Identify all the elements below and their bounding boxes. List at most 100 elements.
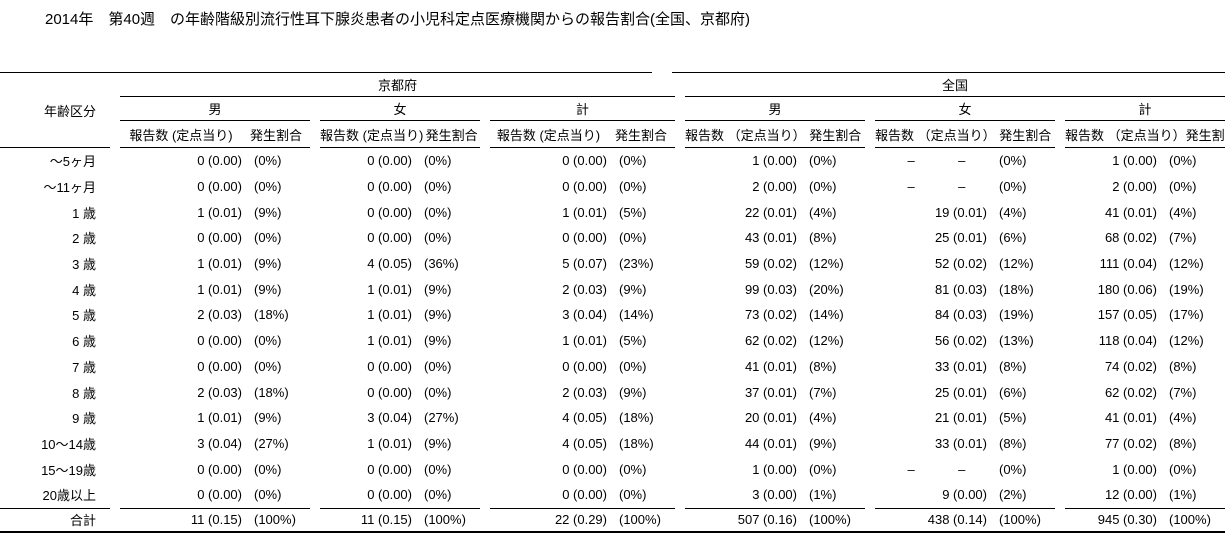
data-cell-kyoto-female: 4 (0.05) (36%): [320, 251, 480, 277]
table-row: 2 歳 0 (0.00) (0%) 0 (0.00) (0%) 0 (0.00)…: [0, 225, 1225, 251]
ratio-value: (9%): [619, 384, 647, 400]
count-value: 1 (0.01): [367, 333, 412, 349]
ratio-value: (4%): [1169, 410, 1197, 426]
count-value: 111 (0.04): [1099, 256, 1157, 272]
data-cell-national-female: 84 (0.03) (19%): [875, 302, 1055, 328]
table-row: 7 歳 0 (0.00) (0%) 0 (0.00) (0%) 0 (0.00)…: [0, 354, 1225, 380]
ratio-value: (0%): [999, 179, 1027, 195]
data-cell-kyoto-total: 0 (0.00) (0%): [490, 354, 675, 380]
table-body: ～5ヶ月 0 (0.00) (0%) 0 (0.00) (0%) 0 (0.00…: [0, 148, 1225, 508]
age-label: 15～19歳: [41, 462, 96, 478]
data-cell-national-total: 62 (0.02) (7%): [1065, 379, 1225, 405]
age-label: ～11ヶ月: [43, 180, 97, 196]
subheader-group: 報告数 （定点当り） 発生割合: [685, 121, 865, 148]
ratio-value: (0%): [809, 153, 837, 169]
count-value: 0 (0.00): [197, 461, 242, 477]
ratio-value: (100%): [1169, 512, 1211, 528]
ratio-value: (12%): [809, 256, 844, 272]
ratio-value: (0%): [809, 179, 837, 195]
subheader-group: 報告数 （定点当り） 発生割合: [875, 121, 1055, 148]
total-cell-national-male: 507 (0.16) (100%): [685, 507, 865, 531]
ratio-value: (18%): [999, 281, 1034, 297]
age-label: 10～14歳: [41, 436, 96, 452]
ratio-value: (0%): [254, 179, 282, 195]
ratio-value: (12%): [1169, 333, 1204, 349]
data-cell-kyoto-male: 0 (0.00) (0%): [120, 225, 310, 251]
data-cell-kyoto-male: 0 (0.00) (0%): [120, 328, 310, 354]
ratio-value: (9%): [424, 435, 452, 451]
data-cell-kyoto-male: 3 (0.04) (27%): [120, 431, 310, 457]
data-cell-national-male: 62 (0.02) (12%): [685, 328, 865, 354]
data-cell-national-male: 44 (0.01) (9%): [685, 431, 865, 457]
data-cell-kyoto-total: 0 (0.00) (0%): [490, 148, 675, 174]
table-row: 10～14歳 3 (0.04) (27%) 1 (0.01) (9%) 4 (0…: [0, 431, 1225, 457]
count-value: 33 (0.01): [934, 358, 987, 374]
data-cell-kyoto-female: 0 (0.00) (0%): [320, 174, 480, 200]
count-value: 81 (0.03): [934, 281, 987, 297]
region-header-national: 全国: [685, 73, 1225, 97]
data-cell-kyoto-male: 0 (0.00) (0%): [120, 354, 310, 380]
data-cell-national-total: 41 (0.01) (4%): [1065, 199, 1225, 225]
data-cell-kyoto-total: 5 (0.07) (23%): [490, 251, 675, 277]
count-value: – –: [907, 179, 987, 195]
table-row: 1 歳 1 (0.01) (9%) 0 (0.00) (0%) 1 (0.01)…: [0, 199, 1225, 225]
table-row: 4 歳 1 (0.01) (9%) 1 (0.01) (9%) 2 (0.03)…: [0, 276, 1225, 302]
ratio-value: (7%): [809, 384, 837, 400]
ratio-value: (0%): [254, 333, 282, 349]
data-cell-kyoto-male: 1 (0.01) (9%): [120, 276, 310, 302]
ratio-value: (0%): [254, 487, 282, 503]
count-value: 0 (0.00): [367, 230, 412, 246]
data-cell-kyoto-total: 2 (0.03) (9%): [490, 276, 675, 302]
ratio-value: (14%): [809, 307, 844, 323]
count-value: 1 (0.00): [1112, 153, 1157, 169]
data-cell-national-male: 41 (0.01) (8%): [685, 354, 865, 380]
data-cell-national-total: 157 (0.05) (17%): [1065, 302, 1225, 328]
data-cell-national-male: 43 (0.01) (8%): [685, 225, 865, 251]
ratio-value: (0%): [424, 204, 452, 220]
count-value: 1 (0.00): [752, 461, 797, 477]
data-cell-national-male: 22 (0.01) (4%): [685, 199, 865, 225]
count-value: 9 (0.00): [942, 487, 987, 503]
ratio-value: (0%): [424, 153, 452, 169]
data-cell-national-female: 9 (0.00) (2%): [875, 482, 1055, 508]
count-value: 1 (0.01): [367, 307, 412, 323]
ratio-value: (18%): [254, 307, 289, 323]
gender-header-kyoto-total: 計: [490, 97, 675, 121]
data-cell-kyoto-total: 0 (0.00) (0%): [490, 456, 675, 482]
count-header: 報告数 (定点当り): [320, 127, 424, 143]
ratio-value: (36%): [424, 256, 459, 272]
total-cell-national-female: 438 (0.14) (100%): [875, 507, 1055, 531]
ratio-value: (9%): [254, 281, 282, 297]
count-header: 報告数 （定点当り）: [685, 127, 806, 143]
count-value: 59 (0.02): [744, 256, 797, 272]
count-value: 74 (0.02): [1104, 358, 1157, 374]
count-value: 1 (0.01): [197, 204, 242, 220]
table-row: 20歳以上 0 (0.00) (0%) 0 (0.00) (0%) 0 (0.0…: [0, 482, 1225, 508]
count-value: 0 (0.00): [562, 358, 607, 374]
data-cell-kyoto-male: 1 (0.01) (9%): [120, 251, 310, 277]
ratio-value: (12%): [1169, 256, 1204, 272]
count-value: 5 (0.07): [562, 256, 607, 272]
count-value: 25 (0.01): [934, 230, 987, 246]
count-value: 157 (0.05): [1097, 307, 1157, 323]
ratio-value: (0%): [1169, 461, 1197, 477]
ratio-header: 発生割合: [425, 127, 478, 143]
ratio-value: (4%): [809, 410, 837, 426]
data-cell-national-total: 77 (0.02) (8%): [1065, 431, 1225, 457]
ratio-value: (8%): [999, 435, 1027, 451]
data-cell-kyoto-male: 1 (0.01) (9%): [120, 199, 310, 225]
ratio-value: (8%): [809, 358, 837, 374]
ratio-value: (4%): [809, 204, 837, 220]
ratio-value: (0%): [424, 358, 452, 374]
count-value: 52 (0.02): [934, 256, 987, 272]
data-cell-national-female: 52 (0.02) (12%): [875, 251, 1055, 277]
data-cell-kyoto-female: 0 (0.00) (0%): [320, 225, 480, 251]
data-cell-kyoto-total: 4 (0.05) (18%): [490, 405, 675, 431]
table-row: 8 歳 2 (0.03) (18%) 0 (0.00) (0%) 2 (0.03…: [0, 379, 1225, 405]
data-cell-kyoto-total: 0 (0.00) (0%): [490, 482, 675, 508]
total-cell-kyoto-male: 11 (0.15) (100%): [120, 507, 310, 531]
ratio-value: (0%): [424, 461, 452, 477]
total-row: 合計 11 (0.15) (100%) 11 (0.15) (100%) 22 …: [0, 507, 1225, 531]
data-cell-national-female: 81 (0.03) (18%): [875, 276, 1055, 302]
count-value: 0 (0.00): [367, 204, 412, 220]
